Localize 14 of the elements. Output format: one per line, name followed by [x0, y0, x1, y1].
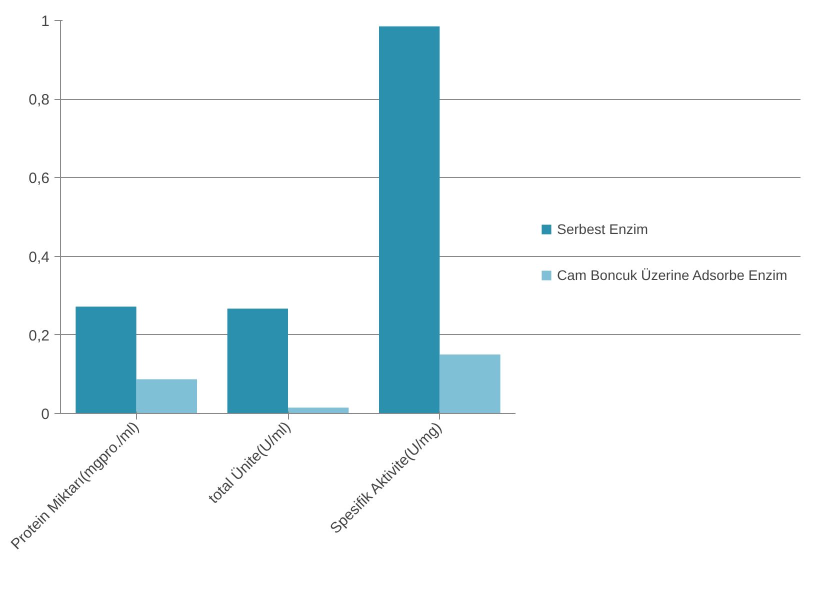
y-tick-label: 0,4 [28, 248, 50, 266]
bar [379, 26, 440, 414]
bar [440, 354, 500, 414]
y-tick-label: 0 [41, 406, 50, 423]
y-tick-label: 0,6 [28, 170, 50, 188]
legend-label: Cam Boncuk Üzerine Adsorbe Enzim [557, 267, 788, 283]
bar [136, 379, 197, 414]
y-tick-label: 1 [41, 13, 50, 30]
bar [76, 306, 136, 414]
bar [227, 308, 288, 414]
y-tick-label: 0,8 [28, 92, 50, 109]
y-tick-label: 0,2 [28, 327, 50, 344]
bar [288, 408, 349, 414]
legend-label: Serbest Enzim [557, 221, 648, 237]
